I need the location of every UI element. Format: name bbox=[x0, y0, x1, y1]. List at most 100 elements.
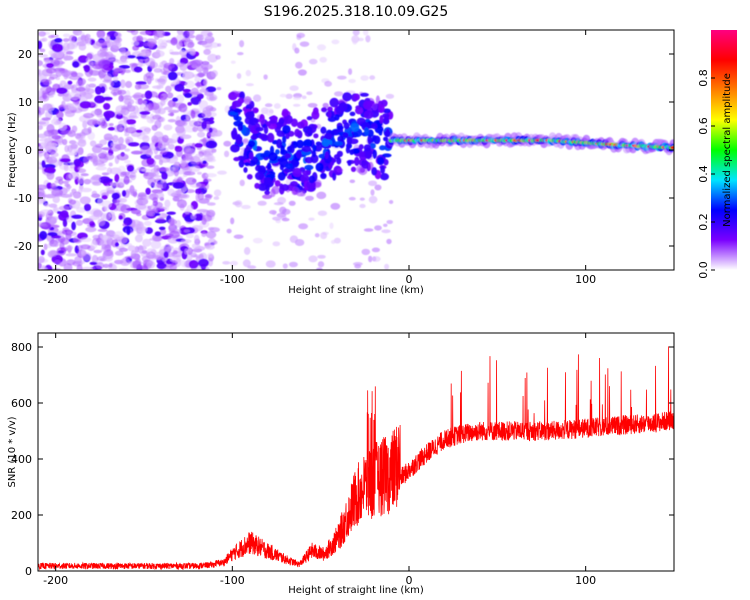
x-tick-label: -200 bbox=[43, 574, 68, 587]
spectrogram-cell bbox=[80, 187, 92, 193]
spectrogram-cell bbox=[236, 135, 243, 145]
spectrogram-cell bbox=[132, 45, 140, 51]
spectrogram-cell bbox=[186, 34, 196, 39]
spectrogram-cell bbox=[105, 54, 116, 62]
spectrogram-cell bbox=[249, 110, 255, 119]
spectrogram-cell bbox=[385, 93, 395, 99]
spectrogram-cell bbox=[60, 193, 73, 198]
spectrogram-cell bbox=[67, 80, 73, 85]
spectrogram-cell bbox=[289, 143, 295, 154]
spectrogram-cell bbox=[112, 134, 119, 143]
spectrogram-cell bbox=[331, 39, 340, 45]
spectrogram-cell bbox=[374, 225, 382, 231]
spectrogram-cell bbox=[169, 51, 182, 55]
spectrogram-cell bbox=[285, 132, 290, 140]
spectrogram-cell bbox=[277, 171, 286, 181]
spectrogram-cell bbox=[99, 234, 112, 241]
spectrogram-cell bbox=[136, 35, 144, 43]
spectrogram-cell bbox=[76, 264, 83, 270]
spectrogram-cell bbox=[347, 159, 352, 166]
spectrogram-cell bbox=[137, 245, 144, 254]
spectrogram-cell bbox=[292, 167, 302, 178]
spectrogram-cell bbox=[172, 97, 179, 102]
colorbar-tick-label: 0.4 bbox=[697, 165, 710, 183]
spectrogram-cell bbox=[130, 150, 143, 155]
spectrogram-cell bbox=[364, 149, 373, 160]
spectrogram-cell bbox=[83, 178, 91, 185]
snr-panel: -200 -100 0 100 0 200 400 600 800 Height of str… bbox=[7, 332, 675, 596]
spectrogram-cell bbox=[379, 114, 384, 124]
spectrogram-cell bbox=[304, 164, 314, 171]
spectrogram-cell bbox=[359, 203, 366, 209]
spectrogram-cell bbox=[50, 152, 59, 158]
spectrogram-cell bbox=[144, 90, 153, 100]
spectrogram-cell bbox=[231, 101, 237, 110]
spectrogram-cell bbox=[276, 138, 283, 149]
spectrogram-cell bbox=[359, 197, 365, 201]
spectrogram-cell bbox=[89, 261, 98, 266]
spectrogram-cell bbox=[193, 213, 203, 221]
spectrogram-cell bbox=[306, 128, 312, 134]
spectrogram-cell bbox=[49, 74, 58, 79]
spectrogram-cell bbox=[279, 183, 284, 190]
spectrogram-cell bbox=[180, 239, 192, 244]
spectrogram-cell bbox=[101, 194, 108, 200]
x-tick-label: 0 bbox=[406, 273, 413, 286]
spectrogram-cell bbox=[53, 227, 59, 233]
spectrogram-cell bbox=[118, 94, 124, 102]
spectrogram-cell bbox=[62, 218, 68, 228]
spectrogram-cell bbox=[280, 145, 285, 154]
spectrogram-cell bbox=[57, 230, 66, 237]
spectrogram-cell bbox=[125, 188, 138, 193]
spectrogram-cell bbox=[183, 229, 191, 233]
spectrogram-cell bbox=[65, 253, 77, 257]
spectrogram-cell bbox=[55, 176, 64, 181]
spectrogram-cell bbox=[38, 262, 42, 270]
spectrogram-cell bbox=[211, 132, 219, 137]
spectrogram-cell bbox=[167, 236, 179, 244]
spectrogram-cell bbox=[40, 249, 45, 256]
spectrogram-cell bbox=[106, 41, 118, 47]
spectrogram-cell bbox=[127, 54, 136, 59]
chart-title: S196.2025.318.10.09.G25 bbox=[264, 4, 449, 20]
spectrogram-cell bbox=[206, 209, 216, 218]
spectrogram-cell bbox=[72, 191, 82, 199]
spectrogram-cell bbox=[159, 228, 167, 236]
spectrogram-cell bbox=[206, 202, 216, 206]
spectrogram-cell bbox=[311, 150, 317, 158]
spectrogram-cell bbox=[298, 223, 309, 230]
spectrogram-cell bbox=[179, 49, 187, 57]
x-tick-label: 100 bbox=[575, 273, 596, 286]
spectrogram-cell bbox=[206, 165, 215, 169]
spectrogram-cell bbox=[65, 51, 74, 55]
spectrogram-cell bbox=[264, 103, 273, 108]
spectrogram-cell bbox=[243, 247, 251, 255]
colorbar-tick-label: 0.2 bbox=[697, 213, 710, 231]
spectrogram-cell bbox=[334, 141, 343, 146]
spectrogram-cell bbox=[184, 147, 193, 157]
spectrogram-cell bbox=[222, 261, 231, 265]
spectrogram-cell bbox=[353, 93, 361, 101]
spectrogram-cell bbox=[169, 57, 175, 65]
spectrogram-cell bbox=[342, 92, 352, 102]
y-tick-label: 20 bbox=[18, 48, 32, 61]
spectrogram-cell bbox=[52, 195, 60, 204]
spectrogram-cell bbox=[146, 248, 156, 253]
spectrogram-cell bbox=[207, 252, 214, 258]
spectrogram-cell bbox=[158, 157, 171, 163]
spectrogram-cell bbox=[38, 40, 43, 50]
spectrogram-cell bbox=[109, 123, 114, 127]
spectrogram-cell bbox=[176, 199, 187, 209]
spectrogram-cell bbox=[48, 34, 55, 39]
spectrogram-cell bbox=[195, 188, 202, 195]
spectrogram-cell bbox=[67, 103, 79, 111]
spectrogram-cell bbox=[352, 262, 363, 266]
y-tick-label: 600 bbox=[11, 397, 32, 410]
spectrogram-cell bbox=[100, 86, 106, 94]
spectrogram-cell bbox=[63, 71, 69, 80]
spectrogram-cell bbox=[237, 97, 245, 104]
spectrogram-cell bbox=[363, 144, 372, 152]
spectrogram-cell bbox=[288, 261, 298, 268]
spectrogram-cell bbox=[132, 223, 142, 232]
spectrogram-cell bbox=[49, 250, 58, 257]
